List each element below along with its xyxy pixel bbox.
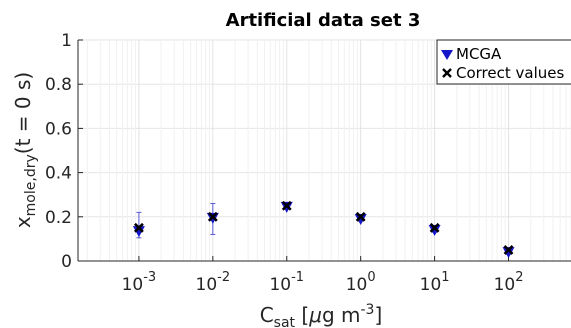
correct-value-point — [355, 211, 366, 222]
x-tick-label: 10-2 — [196, 270, 231, 295]
correct-value-point — [133, 222, 144, 233]
x-axis-label: Csat [μg m-3] — [260, 302, 383, 328]
correct-value-point — [281, 200, 292, 211]
mcga-point — [502, 247, 515, 259]
mcga-point — [354, 214, 367, 226]
mcga-point — [428, 225, 441, 237]
legend-box — [436, 39, 571, 85]
x-tick-label: 10-3 — [122, 270, 157, 295]
x-ticks: 10-3 10-2 10-1 100 101 102 — [122, 256, 524, 295]
correct-value-point — [503, 245, 514, 255]
legend-x-icon — [442, 68, 452, 78]
correct-value-point — [429, 222, 440, 233]
error-bars — [136, 203, 512, 255]
y-tick-label: 0.4 — [45, 164, 72, 184]
legend-label-mcga: MCGA — [456, 45, 502, 63]
legend-triangle-icon — [441, 50, 453, 60]
correct-value-point — [207, 211, 218, 222]
y-axis-label: xmole,dry(t = 0 s) — [11, 72, 39, 228]
y-tick-label: 0 — [61, 252, 72, 272]
y-tick-label: 1 — [61, 31, 72, 51]
x-tick-label: 100 — [346, 270, 376, 295]
y-ticks: 0 0.2 0.4 0.6 0.8 1 — [45, 31, 83, 272]
chart-title: Artificial data set 3 — [226, 10, 421, 31]
mcga-point — [132, 226, 145, 238]
x-tick-label: 10-1 — [269, 270, 304, 295]
data-markers — [132, 200, 515, 259]
legend-label-correct-values: Correct values — [456, 64, 564, 82]
legend: MCGA Correct values — [436, 39, 571, 85]
y-tick-label: 0.6 — [45, 119, 72, 139]
y-tick-label: 0.8 — [45, 75, 72, 95]
x-tick-label: 101 — [420, 270, 450, 295]
x-tick-label: 102 — [494, 270, 524, 295]
y-tick-label: 0.2 — [45, 208, 72, 228]
